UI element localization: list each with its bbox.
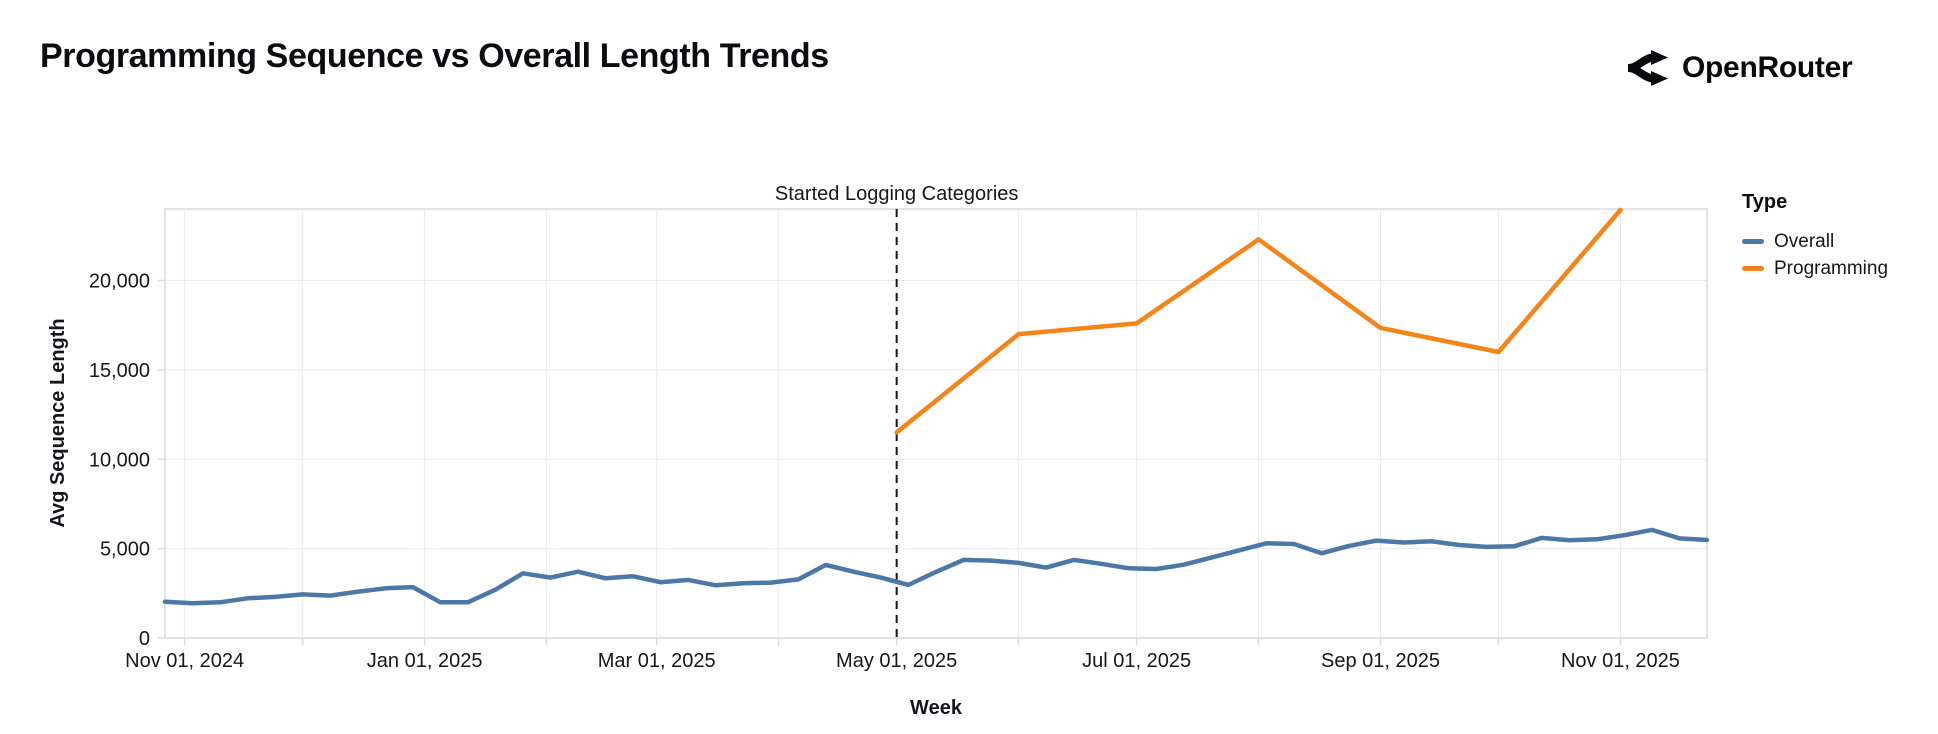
y-tick-label: 10,000 bbox=[89, 449, 150, 471]
brand-name: OpenRouter bbox=[1682, 51, 1853, 84]
legend-label: Programming bbox=[1774, 257, 1889, 279]
legend-items: Overall Programming bbox=[1742, 228, 1938, 282]
x-tick-label: Jul 01, 2025 bbox=[1082, 650, 1191, 672]
annotation-label: Started Logging Categories bbox=[774, 183, 1019, 205]
x-tick-label: May 01, 2025 bbox=[836, 650, 957, 672]
x-tick-label: Nov 01, 2024 bbox=[125, 650, 244, 672]
x-tick-label: Mar 01, 2025 bbox=[598, 650, 716, 672]
x-axis-title: Week bbox=[910, 697, 962, 719]
overall-line bbox=[162, 527, 1710, 606]
legend-swatch-overall bbox=[1742, 239, 1764, 244]
y-axis-title: Avg Sequence Length bbox=[47, 318, 69, 528]
y-tick-label: 20,000 bbox=[89, 271, 150, 293]
plot-frame bbox=[164, 208, 1708, 639]
x-tick-label: Sep 01, 2025 bbox=[1321, 650, 1440, 672]
legend-item-overall: Overall bbox=[1742, 228, 1938, 255]
page-title: Programming Sequence vs Overall Length T… bbox=[40, 37, 829, 75]
legend: Type Overall Programming bbox=[1742, 191, 1938, 282]
y-tick-label: 15,000 bbox=[89, 360, 150, 382]
legend-item-programming: Programming bbox=[1742, 255, 1938, 282]
x-tick-label: Nov 01, 2025 bbox=[1561, 650, 1680, 672]
legend-label: Overall bbox=[1774, 230, 1835, 252]
legend-swatch-programming bbox=[1742, 266, 1764, 271]
y-tick-label: 5,000 bbox=[100, 539, 150, 561]
brand-logo: OpenRouter bbox=[1626, 48, 1853, 88]
legend-title: Type bbox=[1742, 191, 1788, 213]
openrouter-icon bbox=[1627, 50, 1668, 86]
programming-line bbox=[894, 207, 1623, 435]
y-tick-label: 0 bbox=[139, 628, 150, 650]
x-tick-label: Jan 01, 2025 bbox=[367, 650, 483, 672]
